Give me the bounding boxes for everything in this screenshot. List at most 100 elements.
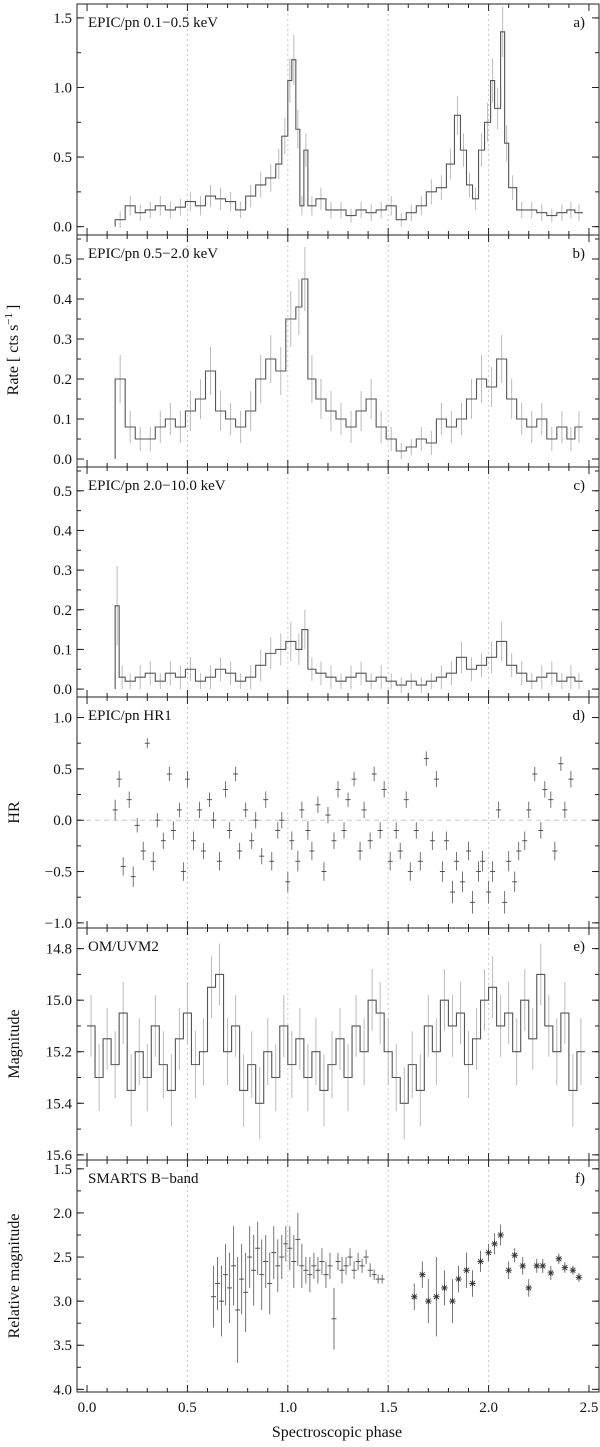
y-tick-label: 0.0 (53, 452, 72, 468)
y-tick-label: 0.0 (53, 813, 72, 829)
panel-title: EPIC/pn 0.5−2.0 keV (88, 246, 218, 262)
data-point (539, 1262, 546, 1270)
x-tick-label: 0.0 (78, 1400, 97, 1416)
star-marker-stroke (556, 1256, 562, 1262)
x-tick-label: 0.5 (178, 1400, 197, 1416)
data-point (575, 1274, 583, 1281)
y-tick-label: −0.5 (45, 865, 72, 881)
star-marker-stroke (441, 1285, 448, 1291)
data-point (505, 1267, 512, 1274)
data-point (569, 1267, 577, 1274)
data-point (511, 1252, 518, 1259)
y-tick-label: 1.5 (53, 11, 72, 27)
data-point (411, 1293, 418, 1300)
panel-b: 0.0 0.1 0.2 0.3 0.4 0.5 EPIC/pn 0.5−2.0 keV b) (53, 234, 600, 468)
star-marker-stroke (463, 1267, 470, 1273)
panel-c: 0.0 0.1 0.2 0.3 0.4 0.5 EPIC/pn 2.0−10.0 keV c) (53, 466, 600, 698)
x-tick-label: 1.5 (379, 1400, 398, 1416)
panel-frame (76, 3, 600, 236)
data-point (491, 1240, 498, 1248)
y-tick-label: 3.5 (53, 1338, 72, 1354)
y-tick-label: 0.1 (53, 412, 72, 428)
star-marker-stroke (449, 1298, 456, 1304)
star-marker-stroke (519, 1263, 526, 1269)
y-tick-label: 0.3 (53, 563, 72, 579)
y-tick-label: 15.2 (46, 1045, 72, 1061)
star-marker-stroke (526, 1285, 532, 1291)
data-point (419, 1271, 426, 1278)
x-tick-label: 1.0 (278, 1400, 297, 1416)
data-point (469, 1280, 476, 1287)
data-point (425, 1297, 432, 1305)
panel-title: EPIC/pn 2.0−10.0 keV (88, 478, 226, 494)
panel-a: 0.0 0.5 1.0 1.5 EPIC/pn 0.1−0.5 keV a) (53, 3, 600, 236)
panel-tag: f) (575, 1171, 585, 1187)
data-point (561, 1264, 569, 1271)
star-marker-stroke (540, 1263, 546, 1269)
y-tick-label: 1.5 (53, 1162, 72, 1178)
light-curve-step (114, 31, 583, 227)
panel-tag: c) (573, 478, 585, 494)
x-tick-label: 2.5 (580, 1400, 599, 1416)
data-point (485, 1249, 492, 1256)
panel-tag: b) (573, 246, 586, 262)
data-point (547, 1269, 555, 1277)
star-marker-stroke (491, 1241, 498, 1247)
star-marker-stroke (425, 1298, 432, 1304)
y-tick-label: 0.5 (53, 150, 72, 166)
y-tick-label: 0.3 (53, 332, 72, 348)
panel-tag: e) (573, 939, 585, 955)
light-curve-step (114, 605, 583, 690)
y-tick-label: 0.5 (53, 762, 72, 778)
y-tick-label: 0.0 (53, 220, 72, 236)
star-marker-stroke (505, 1267, 512, 1273)
data-point (449, 1297, 456, 1305)
y-tick-label: 0.1 (53, 642, 72, 658)
star-marker-stroke (548, 1270, 554, 1276)
y-tick-label: 15.0 (46, 993, 72, 1009)
data-point (519, 1262, 526, 1270)
panel-tag: d) (573, 708, 586, 724)
data-point (433, 1293, 440, 1300)
panel-frame (76, 1159, 600, 1393)
star-marker-stroke (469, 1280, 476, 1287)
y-tick-label: 4.0 (53, 1382, 72, 1398)
data-point (455, 1275, 462, 1283)
star-marker-stroke (477, 1258, 484, 1265)
data-point (555, 1255, 563, 1262)
star-marker-stroke (576, 1274, 582, 1281)
x-tick-label: 2.0 (479, 1400, 498, 1416)
light-curve-step (114, 278, 583, 459)
star-marker-stroke (485, 1249, 492, 1256)
y-tick-label: 0.0 (53, 682, 72, 698)
panel-f: 1.5 2.0 2.5 3.0 3.5 4.0 SMARTS B−band f) Relativ… (6, 1159, 600, 1416)
y-tick-label: 14.8 (46, 942, 72, 958)
data-point (463, 1267, 470, 1274)
star-marker-stroke (433, 1294, 440, 1300)
y-tick-label: 2.0 (53, 1206, 72, 1222)
x-axis-label: Spectroscopic phase (272, 1424, 402, 1441)
star-marker-stroke (570, 1267, 576, 1273)
y-tick-label: 15.4 (46, 1096, 73, 1112)
panel-title: OM/UVM2 (88, 939, 159, 955)
y-tick-label: 0.2 (53, 603, 72, 619)
star-marker-stroke (534, 1263, 540, 1269)
panel-d: −1.0 −0.5 0.0 0.5 1.0 EPIC/pn HR1 d) HR (6, 696, 600, 932)
panel-e: 14.8 15.0 15.2 15.4 15.6 OM/UVM2 e) Magnitude (6, 927, 600, 1164)
panels-group: 0.00.51.01.5 EPIC/pn 0.1−0.5 keV a)0.00.10… (6, 3, 600, 1416)
y-tick-label: 1.0 (53, 711, 72, 727)
star-marker-stroke (562, 1264, 568, 1271)
y-tick-label: 3.0 (53, 1294, 72, 1310)
data-point (533, 1262, 540, 1270)
y-tick-label: −1.0 (45, 916, 72, 932)
data-point (477, 1258, 484, 1265)
y-tick-label: 0.5 (53, 252, 72, 268)
star-marker-stroke (497, 1232, 504, 1238)
panel-y-axis-label: Magnitude (6, 1009, 23, 1078)
panel-title: EPIC/pn 0.1−0.5 keV (88, 15, 218, 31)
y-tick-label: 1.0 (53, 80, 72, 96)
y-tick-label: 15.6 (46, 1148, 73, 1164)
data-point (441, 1284, 448, 1292)
star-marker-stroke (511, 1252, 518, 1258)
